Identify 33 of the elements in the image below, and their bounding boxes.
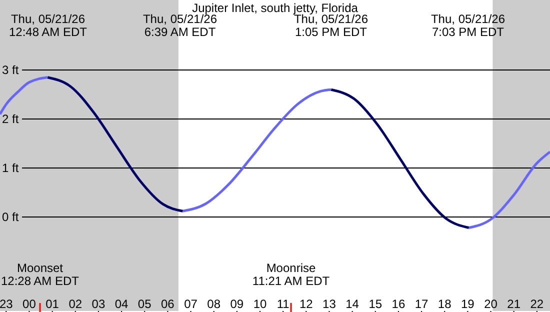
y-tick-label: 0 ft	[2, 210, 20, 224]
annotation: Moonrise 11:21 AM EDT	[252, 261, 330, 288]
x-tick-label: 02	[68, 297, 82, 311]
x-tick-label: 12	[299, 297, 314, 311]
x-tick-label: 00	[22, 297, 36, 311]
x-tick-label: 03	[92, 297, 106, 311]
x-tick-label: 16	[392, 297, 406, 311]
x-tick-label: 10	[253, 297, 267, 311]
chart-title: Jupiter Inlet, south jetty, Florida	[192, 1, 358, 15]
annotation: Moonset 12:28 AM EDT	[0, 261, 80, 288]
x-tick-label: 14	[346, 297, 360, 311]
x-tick-label: 20	[484, 297, 498, 311]
x-tick-label: 07	[184, 297, 198, 311]
y-tick-label: 2 ft	[2, 112, 20, 126]
annotation: Thu, 05/21/26 7:03 PM EDT	[430, 12, 506, 39]
x-tick-label: 11	[276, 297, 290, 311]
x-tick-label: 04	[114, 297, 129, 311]
x-tick-label: 05	[138, 297, 152, 311]
x-tick-label: 17	[414, 297, 429, 311]
annotation: Thu, 05/21/26 12:48 AM EDT	[8, 12, 88, 39]
x-tick-label: 15	[368, 297, 382, 311]
x-tick-label: 23	[0, 297, 14, 311]
y-tick-label: 3 ft	[2, 63, 20, 78]
x-tick-label: 09	[230, 297, 244, 311]
y-tick-label: 1 ft	[2, 160, 20, 175]
x-tick-label: 08	[207, 297, 221, 311]
x-tick-label: 13	[322, 297, 336, 311]
x-tick-label: 18	[438, 297, 452, 311]
x-tick-label: 22	[530, 297, 544, 311]
x-tick-label: 01	[46, 297, 60, 311]
x-tick-label: 19	[461, 297, 475, 311]
x-tick-label: 06	[161, 297, 175, 311]
x-tick-label: 21	[507, 297, 521, 311]
